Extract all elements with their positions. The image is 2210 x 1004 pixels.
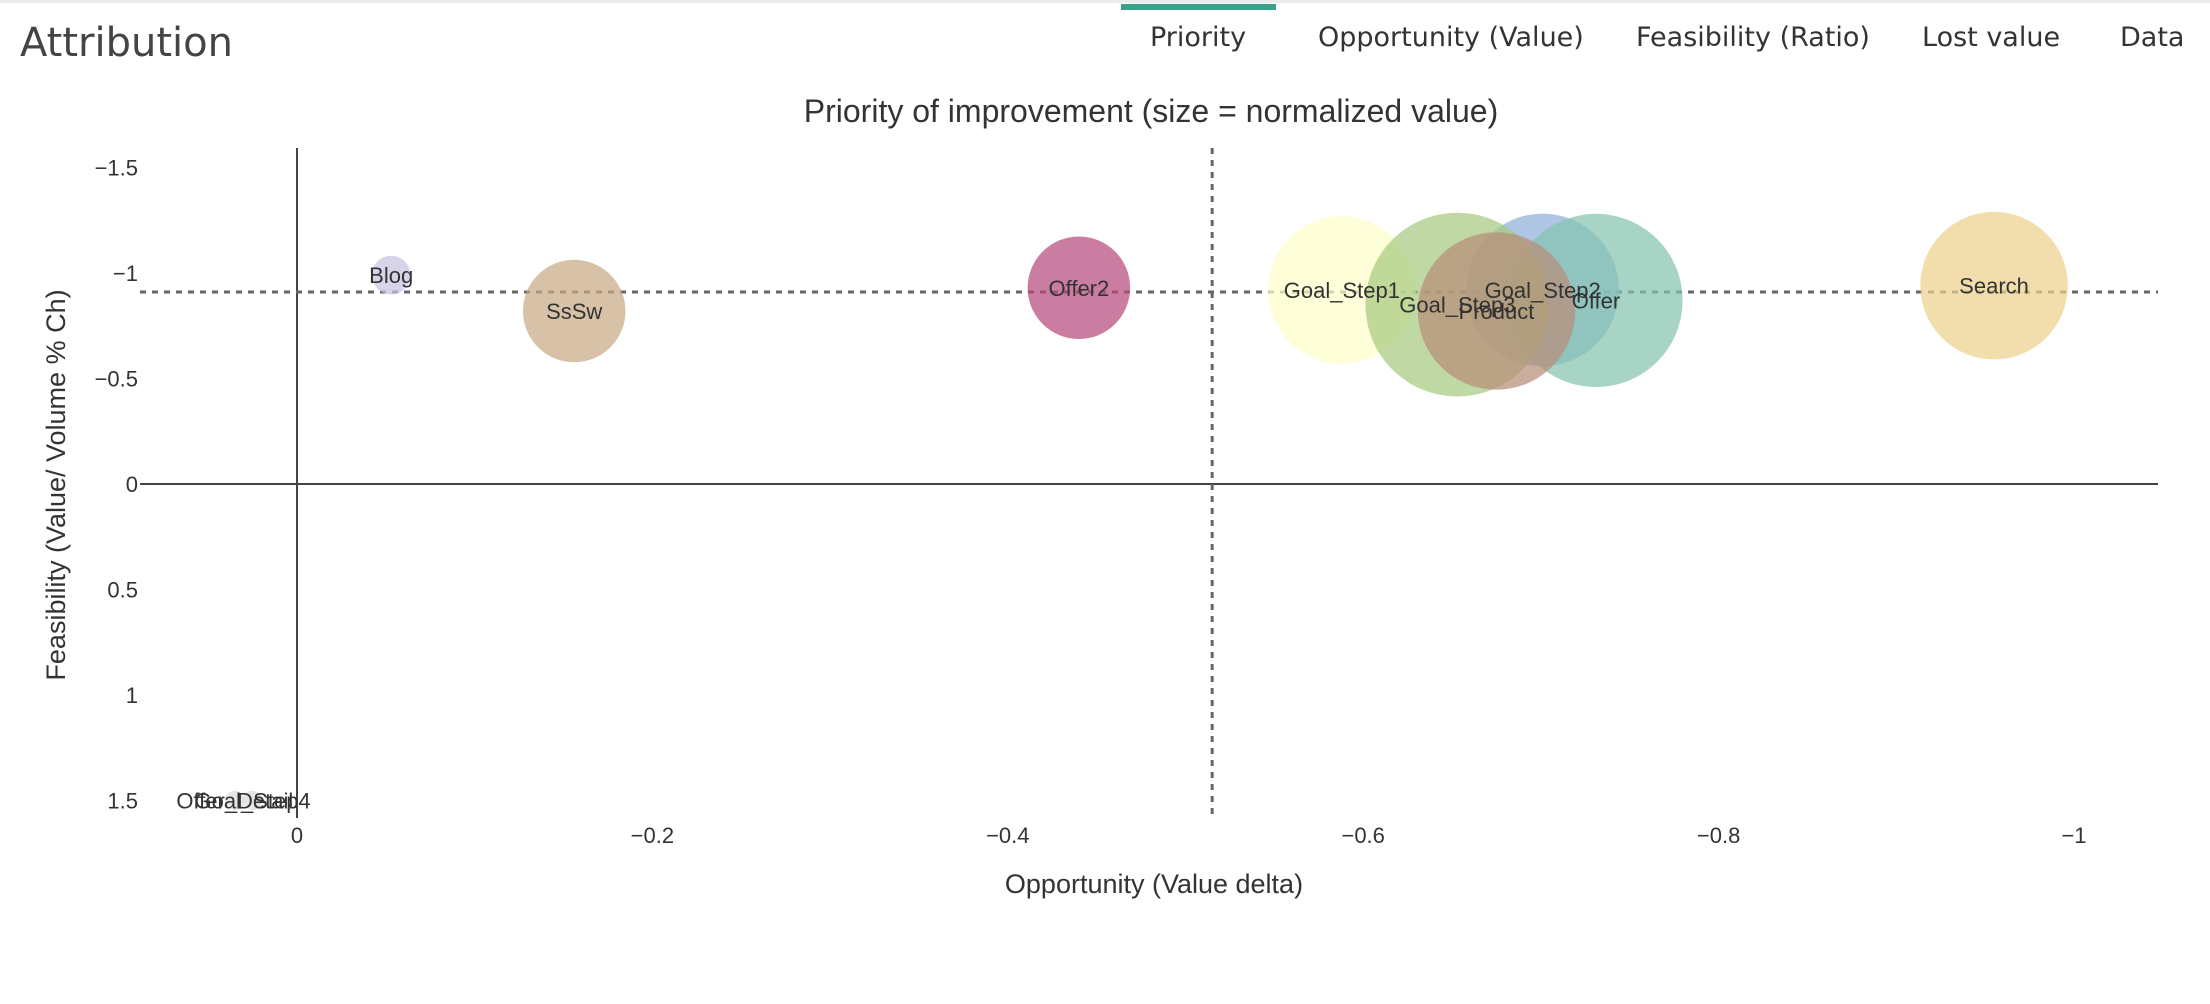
tab-data[interactable]: Data <box>2120 22 2185 53</box>
bubble-point <box>225 790 245 811</box>
bubble-label: SsSw <box>546 299 602 324</box>
y-tick-label: 1.5 <box>107 789 138 814</box>
x-tick-label: −0.4 <box>986 823 1029 848</box>
y-axis-title: Feasibility (Value/ Volume % Ch) <box>41 289 71 680</box>
bubble-point <box>522 259 626 363</box>
bubble-label: Search <box>1959 274 2029 299</box>
bubble-label: Offer2 <box>1049 276 1110 301</box>
tab-feasibility-ratio[interactable]: Feasibility (Ratio) <box>1636 22 1870 53</box>
bubble-label: Product <box>1459 299 1535 324</box>
tab-lost-value[interactable]: Lost value <box>1922 22 2061 53</box>
bubble-label: Goal_Step4 <box>194 789 310 814</box>
tab-priority[interactable]: Priority <box>1150 22 1247 53</box>
bubble-label: Blog <box>369 263 413 288</box>
axes-layer <box>140 148 2158 818</box>
bubble-point <box>1027 236 1131 340</box>
bubble-point <box>1920 211 2068 360</box>
bubble-label: Offer <box>1572 288 1621 313</box>
bubble-point <box>242 790 263 811</box>
y-tick-label: −1 <box>113 261 138 286</box>
chart-title: Priority of improvement (size = normaliz… <box>804 93 1498 129</box>
tab-bar: Priority Opportunity (Value) Feasibility… <box>0 0 2210 80</box>
tick-labels-layer: 0 −0.2 −0.4 −0.6 −0.8 −1 −1.5 −1 −0.5 0 0.5 1 1.5 <box>95 156 2087 849</box>
y-tick-label: 0 <box>126 472 138 497</box>
y-tick-label: −1.5 <box>95 156 138 181</box>
y-tick-label: 0.5 <box>107 578 138 603</box>
bubble-label: Offer_Detail <box>176 789 293 814</box>
x-tick-label: 0 <box>291 823 303 848</box>
tab-opportunity-value[interactable]: Opportunity (Value) <box>1318 22 1584 53</box>
page-title: Attribution <box>20 20 233 66</box>
bubble-label: Goal_Step1 <box>1284 278 1400 303</box>
bubble-point <box>1417 232 1576 390</box>
bubble-label: Goal_Step3 <box>1399 293 1515 318</box>
y-tick-label: −0.5 <box>95 367 138 392</box>
x-tick-label: −1 <box>2061 823 2086 848</box>
bubble-label: Goal_Step2 <box>1485 278 1601 303</box>
x-tick-label: −0.2 <box>631 823 674 848</box>
bubble-point <box>371 255 411 295</box>
x-axis-title: Opportunity (Value delta) <box>1005 869 1303 899</box>
active-tab-indicator <box>1121 4 1276 10</box>
top-border <box>0 0 2210 3</box>
x-tick-label: −0.6 <box>1341 823 1384 848</box>
x-tick-label: −0.8 <box>1697 823 1740 848</box>
bubbles-layer <box>225 211 2068 811</box>
y-tick-label: 1 <box>126 683 138 708</box>
